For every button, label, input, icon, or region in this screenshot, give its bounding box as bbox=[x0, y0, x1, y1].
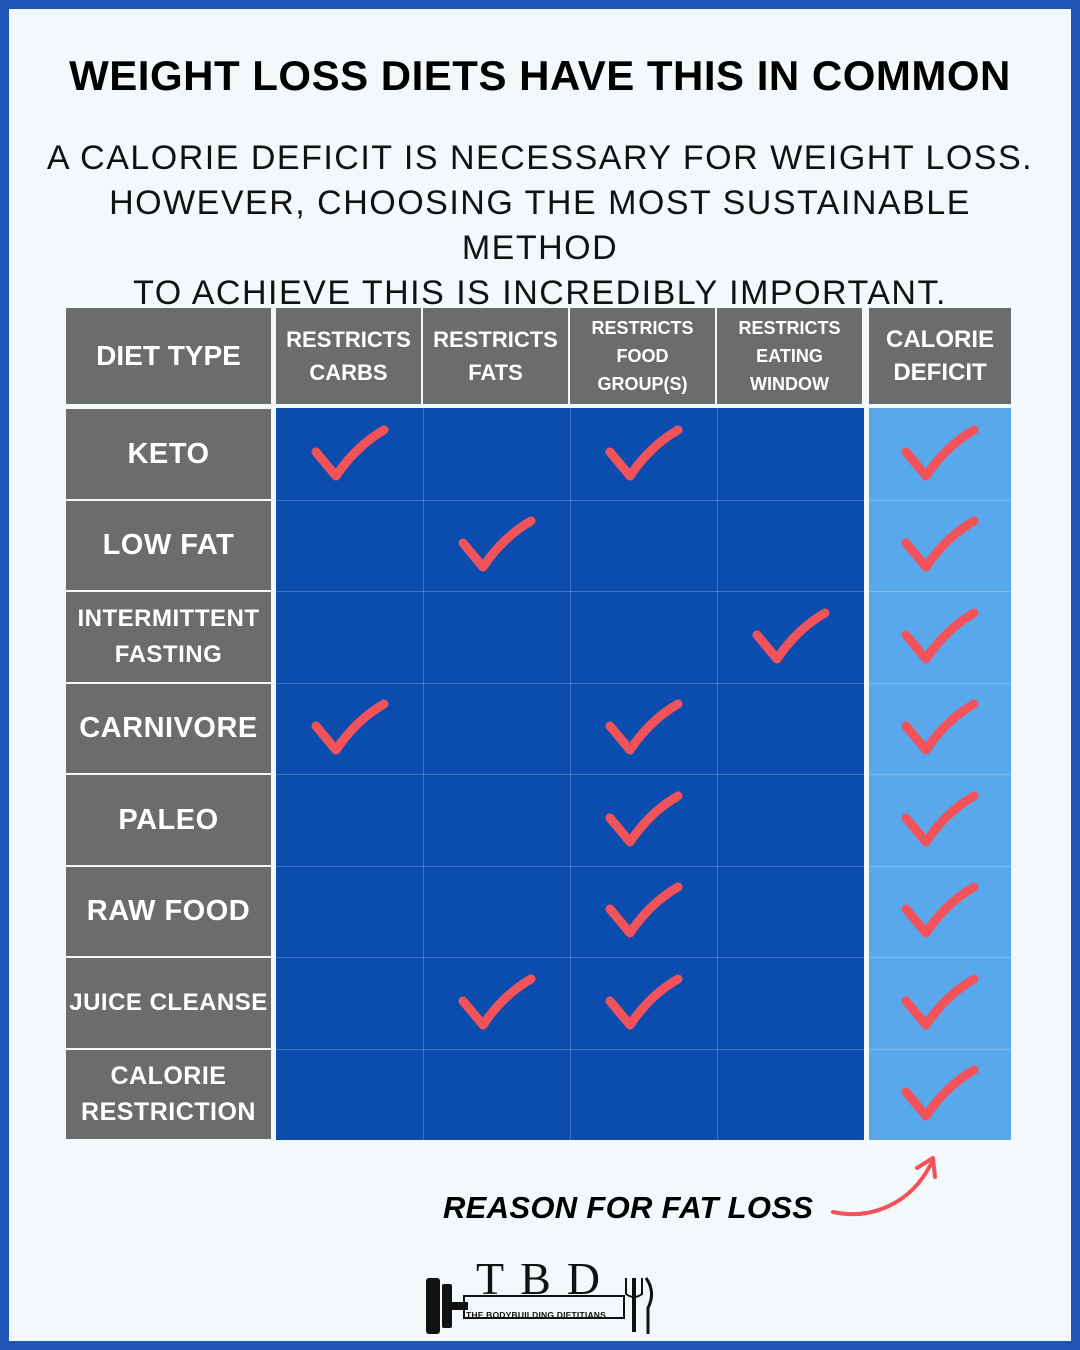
cell-text: EATING bbox=[756, 346, 823, 366]
row-label: INTERMITTENT FASTING bbox=[66, 592, 271, 682]
check-mark-icon bbox=[900, 513, 980, 577]
cell-text: DIET TYPE bbox=[96, 340, 241, 371]
check-mark-icon bbox=[900, 422, 980, 486]
row-label: KETO bbox=[66, 409, 271, 499]
subtitle-line: A CALORIE DEFICIT IS NECESSARY FOR WEIGH… bbox=[46, 139, 1034, 177]
check-mark-icon bbox=[604, 788, 684, 852]
check-mark-icon bbox=[310, 696, 390, 760]
page-title: WEIGHT LOSS DIETS HAVE THIS IN COMMON bbox=[69, 52, 1011, 99]
grid-line bbox=[276, 682, 1011, 684]
logo-letters: TBD bbox=[476, 1253, 616, 1304]
column-header: RESTRICTS EATING WINDOW bbox=[717, 308, 862, 404]
logo-tagline: THE BODYBUILDING DIETITIANS bbox=[466, 1310, 606, 1320]
grid-line bbox=[276, 957, 1011, 958]
row-label: JUICE CLEANSE bbox=[66, 958, 271, 1048]
cell-text: CALORIE bbox=[110, 1062, 227, 1091]
cell-text: RESTRICTS bbox=[591, 318, 694, 338]
fat-loss-annotation: REASON FOR FAT LOSS bbox=[443, 1190, 814, 1225]
check-mark-icon bbox=[604, 879, 684, 943]
column-header: RESTRICTS FATS bbox=[423, 308, 568, 404]
column-header: RESTRICTS CARBS bbox=[276, 308, 421, 404]
row-label: CARNIVORE bbox=[66, 683, 271, 773]
cell-text: INTERMITTENT bbox=[77, 604, 260, 632]
check-mark-icon bbox=[900, 696, 980, 760]
grid-line bbox=[276, 1048, 1011, 1050]
row-label: CALORIE RESTRICTION bbox=[66, 1049, 271, 1139]
cell-text: JUICE CLEANSE bbox=[69, 988, 268, 1016]
cell-text: LOW FAT bbox=[102, 529, 235, 562]
cell-text: RESTRICTS bbox=[286, 327, 411, 352]
check-mark-icon bbox=[604, 696, 684, 760]
check-mark-icon bbox=[751, 605, 831, 669]
cell-text: WINDOW bbox=[750, 374, 829, 394]
check-mark-icon bbox=[457, 513, 537, 577]
check-mark-icon bbox=[457, 971, 537, 1035]
subtitle-line: TO ACHIEVE THIS IS INCREDIBLY IMPORTANT. bbox=[133, 274, 947, 312]
cell-text: FATS bbox=[468, 360, 523, 385]
diet-type-header: DIET TYPE bbox=[66, 308, 271, 404]
grid-line bbox=[423, 408, 424, 1140]
row-label: RAW FOOD bbox=[66, 866, 271, 956]
table-body bbox=[276, 408, 864, 1140]
grid-line bbox=[570, 408, 571, 1140]
cell-text: FASTING bbox=[114, 640, 223, 668]
page-subtitle: A CALORIE DEFICIT IS NECESSARY FOR WEIGH… bbox=[40, 136, 1040, 316]
cell-text: DEFICIT bbox=[893, 359, 987, 386]
cell-text: KETO bbox=[127, 437, 210, 470]
grid-line bbox=[276, 499, 1011, 501]
grid-line bbox=[717, 408, 718, 1140]
cell-text: RESTRICTS bbox=[433, 327, 558, 352]
cell-text: GROUP(S) bbox=[597, 374, 688, 394]
check-mark-icon bbox=[900, 1062, 980, 1126]
cell-text: RAW FOOD bbox=[86, 895, 251, 928]
check-mark-icon bbox=[900, 971, 980, 1035]
grid-line bbox=[276, 774, 1011, 775]
cell-text: CARNIVORE bbox=[79, 712, 258, 745]
row-label: PALEO bbox=[66, 775, 271, 865]
cell-text: RESTRICTS bbox=[738, 318, 841, 338]
cell-text: PALEO bbox=[118, 803, 219, 836]
grid-line bbox=[276, 865, 1011, 867]
barbell-fork-knife-icon bbox=[426, 1277, 653, 1334]
cell-text: CARBS bbox=[309, 360, 388, 385]
grid-line bbox=[276, 591, 1011, 592]
check-mark-icon bbox=[310, 422, 390, 486]
row-label: LOW FAT bbox=[66, 500, 271, 590]
cell-text: CALORIE bbox=[886, 326, 994, 353]
check-mark-icon bbox=[604, 422, 684, 486]
cell-text: FOOD bbox=[616, 346, 669, 366]
check-mark-icon bbox=[900, 605, 980, 669]
subtitle-line: HOWEVER, CHOOSING THE MOST SUSTAINABLE M… bbox=[109, 184, 971, 267]
check-mark-icon bbox=[604, 971, 684, 1035]
check-mark-icon bbox=[900, 788, 980, 852]
curved-arrow-icon bbox=[831, 1156, 937, 1217]
calorie-deficit-column bbox=[869, 408, 1011, 1140]
column-header: RESTRICTS FOOD GROUP(S) bbox=[570, 308, 715, 404]
check-mark-icon bbox=[900, 879, 980, 943]
cell-text: RESTRICTION bbox=[81, 1098, 256, 1127]
column-header: CALORIE DEFICIT bbox=[869, 308, 1011, 404]
